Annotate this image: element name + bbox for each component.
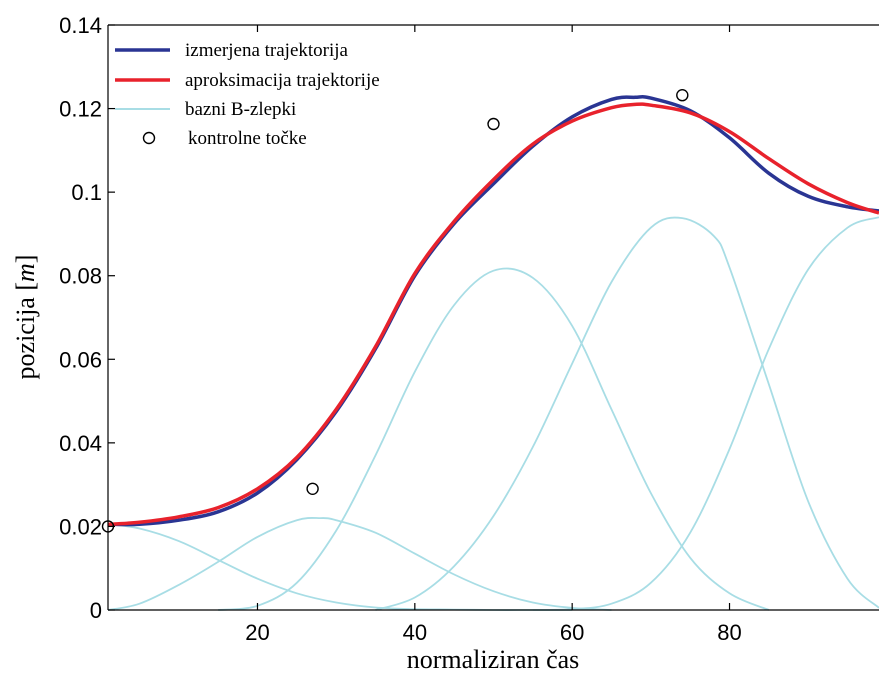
approximation-trajectory-line [107,102,879,527]
legend-label-approximation: aproksimacija trajektorije [185,70,380,91]
basis-spline-5 [532,216,879,611]
y-tick-label-1: 0.02 [59,514,102,539]
y-tick-label-6: 0.12 [59,97,102,122]
control-point-2 [306,482,319,495]
y-axis-title: pozicija [m] [11,255,40,380]
plot-background [108,25,879,610]
y-tick-label-7: 0.14 [59,13,102,38]
legend-label-measured: izmerjena trajektorija [185,40,349,61]
basis-spline-2 [107,517,612,611]
y-tick-label-5: 0.1 [71,180,102,205]
y-tick-label-0: 0 [90,598,102,623]
x-axis-title: normaliziran čas [407,645,580,674]
basis-spline-3 [218,267,770,611]
x-tick-label-40: 40 [403,620,427,645]
control-point-3 [487,117,500,131]
x-tick-label-80: 80 [717,620,741,645]
x-tick-label-20: 20 [245,620,269,645]
legend-label-control-points: kontrolne točke [188,128,307,149]
axes [107,24,879,611]
measured-trajectory-line [107,95,879,527]
basis-spline-4 [375,216,879,611]
ticks: 20 40 60 80 0 0.02 0.04 0.06 0.08 0.1 0.12 0.14 [59,13,742,645]
legend-label-basis: bazni B-zlepki [185,99,296,120]
legend: izmerjena trajektorija aproksimacija tra… [115,40,380,149]
basis-curves [107,216,879,611]
trajectory-lines [107,95,879,527]
y-tick-label-4: 0.08 [59,264,102,289]
y-tick-label-3: 0.06 [59,347,102,372]
legend-marker-control-points [142,131,156,145]
control-point-4 [676,88,689,102]
y-tick-label-2: 0.04 [59,431,102,456]
x-tick-label-60: 60 [560,620,584,645]
